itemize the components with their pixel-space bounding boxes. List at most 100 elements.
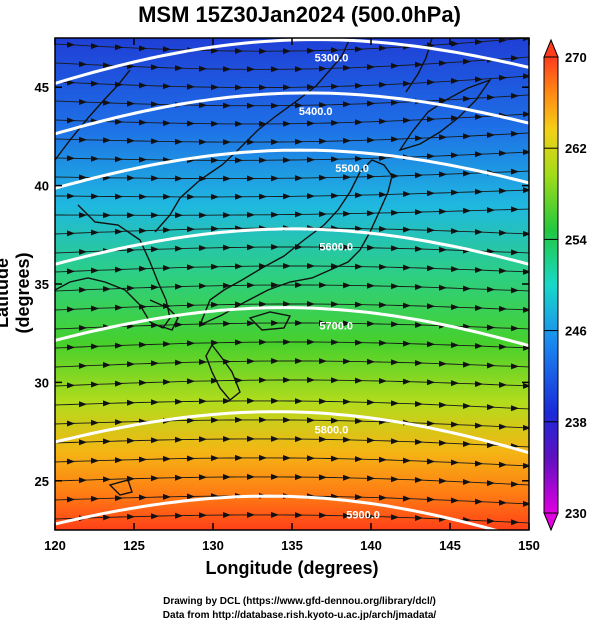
- wind-arrowhead: [451, 497, 459, 504]
- wind-arrowhead: [67, 79, 75, 86]
- wind-arrowhead: [319, 474, 327, 481]
- wind-arrowhead: [487, 404, 495, 411]
- colorbar-tick-label: 230: [565, 506, 587, 521]
- wind-arrowhead: [379, 155, 387, 161]
- wind-arrowhead: [451, 380, 459, 387]
- wind-arrowhead: [223, 244, 231, 251]
- wind-arrowhead: [391, 514, 399, 521]
- wind-arrowhead: [151, 399, 159, 406]
- wind-arrowhead: [199, 212, 207, 219]
- wind-arrowhead: [295, 282, 303, 288]
- wind-arrowhead: [511, 55, 519, 62]
- wind-arrowhead: [499, 38, 507, 44]
- coastline: [55, 38, 492, 496]
- wind-arrowhead: [319, 358, 327, 365]
- wind-arrowhead: [415, 401, 423, 407]
- wind-arrowhead: [283, 377, 291, 383]
- wind-arrowhead: [319, 398, 327, 405]
- wind-arrowhead: [199, 245, 207, 251]
- wind-arrowhead: [319, 282, 327, 289]
- wind-arrowhead: [511, 519, 519, 526]
- wind-arrowhead: [499, 187, 507, 194]
- wind-arrowhead: [115, 380, 123, 387]
- wind-arrowhead: [451, 40, 459, 47]
- wind-arrowhead: [451, 228, 459, 235]
- wind-arrowhead: [283, 84, 291, 91]
- wind-arrowhead: [319, 512, 327, 519]
- wind-arrowhead: [511, 130, 519, 137]
- wind-arrowhead: [283, 301, 291, 307]
- wind-arrowhead: [151, 437, 159, 444]
- wind-arrowhead: [259, 339, 267, 346]
- wind-arrowhead: [475, 305, 483, 311]
- height-contour-line: [55, 410, 529, 455]
- wind-arrowhead: [295, 320, 303, 326]
- wind-arrowhead: [391, 245, 399, 252]
- wind-arrowhead: [223, 474, 231, 480]
- wind-arrowhead: [115, 495, 123, 502]
- wind-arrowhead: [103, 476, 111, 483]
- wind-arrowhead: [115, 193, 123, 200]
- wind-arrowhead: [499, 229, 507, 236]
- wind-arrowhead: [211, 263, 219, 270]
- wind-arrowhead: [307, 301, 315, 307]
- y-tick-label: 35: [35, 277, 49, 292]
- wind-arrowhead: [67, 117, 75, 124]
- wind-arrowhead: [283, 455, 291, 461]
- wind-arrowhead: [523, 382, 529, 389]
- wind-arrowhead: [451, 421, 459, 428]
- wind-arrowhead: [343, 282, 351, 289]
- wind-arrowhead: [463, 207, 471, 214]
- wind-arrowhead: [139, 494, 147, 501]
- wind-arrowhead: [79, 248, 87, 255]
- wind-arrowhead: [187, 340, 195, 347]
- wind-arrowhead: [271, 102, 279, 109]
- wind-arrowhead: [367, 210, 375, 217]
- wind-arrowhead: [127, 175, 135, 181]
- wind-arrowhead: [415, 135, 423, 142]
- wind-arrowhead: [295, 436, 303, 443]
- wind-arrowhead: [343, 474, 351, 481]
- wind-arrowhead: [235, 120, 243, 127]
- wind-arrowhead: [199, 139, 207, 145]
- wind-arrowhead: [331, 339, 339, 346]
- x-tick-label: 135: [281, 538, 303, 553]
- colorbar-scale: [543, 56, 559, 514]
- wind-arrowhead: [151, 513, 159, 520]
- x-axis-label: Longitude (degrees): [205, 558, 379, 578]
- wind-arrowhead: [271, 66, 279, 73]
- wind-arrowhead: [127, 247, 135, 254]
- wind-arrowhead: [295, 474, 303, 481]
- wind-arrowhead: [271, 211, 279, 218]
- wind-arrowhead: [367, 173, 375, 180]
- wind-arrowhead: [343, 398, 351, 405]
- wind-arrowhead: [391, 359, 399, 366]
- wind-arrowhead: [403, 80, 411, 87]
- wind-arrowhead: [391, 62, 399, 69]
- wind-arrowhead: [187, 226, 195, 233]
- wind-arrowhead: [79, 174, 87, 181]
- wind-arrowhead: [475, 498, 483, 505]
- contour-label: 5300.0: [315, 53, 349, 65]
- wind-arrowhead: [223, 212, 231, 219]
- wind-arrowhead: [523, 38, 529, 42]
- wind-arrowhead: [415, 515, 423, 521]
- wind-arrowhead: [247, 102, 255, 109]
- wind-arrowhead: [427, 303, 435, 310]
- wind-arrowhead: [439, 171, 447, 178]
- wind-arrowhead: [487, 518, 495, 525]
- wind-arrowhead: [271, 511, 279, 518]
- colorbar-min-arrow: [543, 512, 559, 532]
- wind-arrowhead: [91, 381, 99, 388]
- wind-arrowhead: [451, 189, 459, 196]
- wind-arrowhead: [343, 436, 351, 443]
- wind-arrowhead: [403, 226, 411, 233]
- wind-arrowhead: [295, 138, 303, 145]
- wind-arrowhead: [319, 65, 327, 72]
- wind-arrowhead: [439, 97, 447, 104]
- wind-arrowhead: [199, 65, 207, 72]
- wind-arrowhead: [439, 478, 447, 484]
- wind-arrowhead: [103, 362, 111, 368]
- wind-arrowhead: [487, 132, 495, 138]
- wind-arrowhead: [523, 268, 529, 275]
